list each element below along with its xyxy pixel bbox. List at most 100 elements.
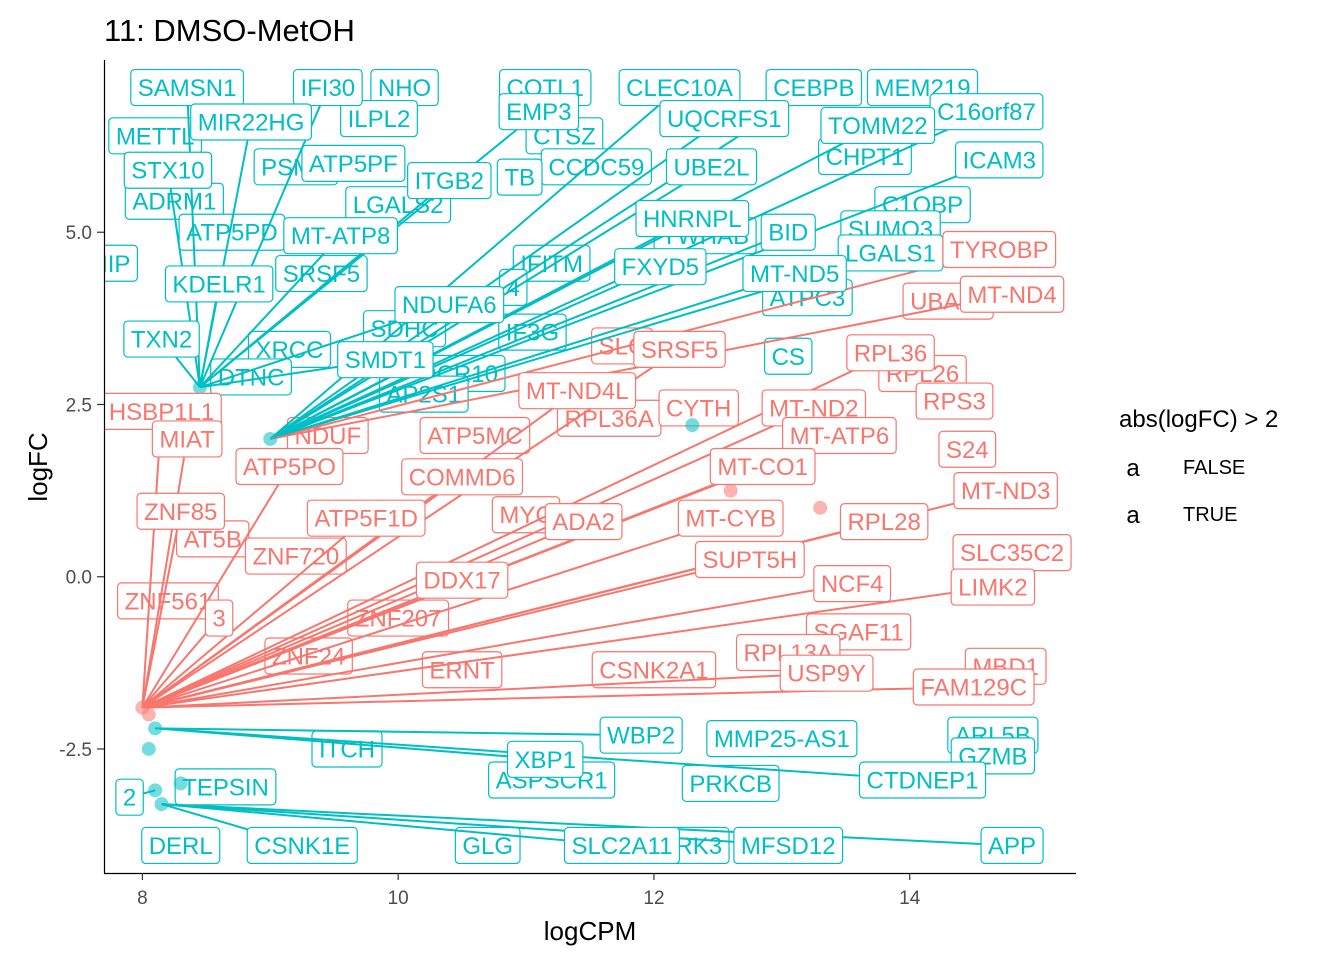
label-emp3: EMP3 [498,93,580,131]
label-app: APP [980,826,1044,865]
label-miat: MIAT [151,420,223,458]
bg-label-mettl-3-text: METTL [116,123,195,150]
label-fxyd5: FXYD5 [614,248,707,286]
label-fam129c-box [912,668,1035,706]
segment-limk2 [142,586,994,709]
label-rpl36: RPL36 [846,334,935,372]
label-ctdnep1-text: CTDNEP1 [867,767,979,794]
segment-atp5f1d [141,517,367,709]
point-8 [685,418,700,433]
label-ifi30: IFI30 [292,68,363,107]
label-supt5h-box [694,540,805,579]
label-icam3-text: ICAM3 [963,147,1036,174]
label-mt-atp6: MT-ATP6 [782,416,897,455]
label-stx10: STX10 [123,151,213,189]
label-ube2l-box [665,148,758,186]
point-2 [148,721,163,736]
segment-ada2 [141,520,584,709]
label-fxyd5-box [614,248,707,286]
label-srsf5-text: SRSF5 [641,337,718,364]
label-3: 3 [204,599,234,637]
legend-label-false: FALSE [1183,457,1245,479]
label-ada2: ADA2 [544,503,623,541]
label-mt-atp6-box [782,416,897,455]
label-ada2-text: ADA2 [552,509,615,536]
label-mfsd12-text: MFSD12 [741,833,836,860]
bg-label-cs-27: CS [763,337,813,375]
segment-mt-nd2 [141,407,815,709]
label-mt-co1: MT-CO1 [709,447,816,486]
label-uqcrfs1: UQCRFS1 [659,99,790,138]
label-ada2-box [544,503,623,541]
segment-uqcrfs1 [269,117,725,440]
data-points [135,380,828,812]
label-3-box [204,599,234,637]
label-mt-cyb: MT-CYB [677,499,784,537]
label-ddx17: DDX17 [415,561,509,599]
label-xbp1-box [506,740,584,778]
label-samsn1-box [130,68,245,107]
x-tick-label-2: 12 [643,888,664,909]
label-slc2a11: SLC2A11 [563,826,681,865]
label-c16orf87-text: C16orf87 [937,99,1036,126]
bg-label-ilpl2-4: ILPL2 [340,99,418,138]
point-6 [192,380,207,395]
segment-wbp2 [155,727,642,737]
label-uqcrfs1-box [659,99,790,138]
segment-mt-nd5 [269,272,795,440]
bg-label-tb-12-box [496,158,543,196]
point-11 [173,776,188,791]
label-ctdnep1: CTDNEP1 [858,761,987,799]
segment-ddx17 [141,579,463,709]
label-lgals1-text: LGALS1 [845,240,936,267]
label-clec10a-text: CLEC10A [626,75,733,102]
y-tick-label-2: 2.5 [66,395,92,416]
bg-label-atp5mc-35: ATP5MC [419,416,531,455]
legend-key-true: a [1126,502,1140,529]
label-c16orf87: C16orf87 [929,93,1044,131]
label-bid-text: BID [768,220,808,247]
label-znf85-box [136,492,226,530]
label-atp5f1d-box [306,499,426,537]
segment-mt-atp8 [199,235,342,388]
label-kdelr1-box [164,265,274,303]
label-csnk1e-box [246,826,358,865]
label-commd6-box [401,458,524,496]
bg-label-prkcb-56-box [681,764,780,803]
label-fam129c-text: FAM129C [920,674,1027,701]
label-mt-nd5-box [742,254,847,293]
label-csnk1e: CSNK1E [246,826,358,865]
label-2: 2 [115,778,144,816]
bg-label-znf561-42-text: ZNF561 [125,588,212,615]
label-mt-nd4l-text: MT-ND4L [526,378,629,405]
point-5 [154,797,169,812]
label-atp5f1d-text: ATP5F1D [314,506,418,533]
label-ncf4-box [813,565,892,603]
y-tick-label-0: -2.5 [59,740,92,761]
label-supt5h: SUPT5H [694,540,805,579]
label-slc2a11-text: SLC2A11 [571,833,672,860]
bg-label-s24-37-text: S24 [946,437,989,464]
bg-label-s24-37-box [938,430,997,468]
label-uqcrfs1-text: UQCRFS1 [667,106,782,133]
legend: abs(logFC) > 2 a FALSE a TRUE [1119,406,1278,529]
label-bid: BID [760,213,816,251]
label-wbp2-box [599,716,683,754]
segment-icam3 [269,158,1000,440]
label-icam3-box [954,141,1044,179]
bg-label-tb-12-text: TB [504,165,535,192]
label-cebpb-text: CEBPB [773,75,854,102]
label-ndufa6-text: NDUFA6 [402,292,497,319]
segment-mfsd12 [161,803,789,847]
label-hnrnpl-text: HNRNPL [643,206,742,233]
label-ncf4-text: NCF4 [821,571,884,598]
bg-label-rk3-59-text: RK3 [675,833,722,860]
label-xbp1-text: XBP1 [515,747,576,774]
label-txn2-text: TXN2 [131,327,192,354]
label-emp3-box [498,93,580,131]
label-emp3-text: EMP3 [506,99,571,126]
bg-label-cyth-33: CYTH [658,389,739,427]
bg-label-derl-57-text: DERL [149,833,213,860]
y-axis-title: logFC [23,432,53,501]
